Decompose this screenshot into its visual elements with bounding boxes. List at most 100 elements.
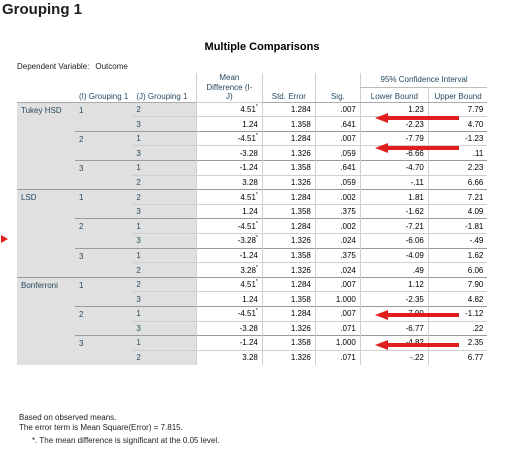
upper-bound-cell: -1.81 (427, 218, 488, 234)
significance-marker: * (255, 191, 258, 198)
sig-cell: .059 (314, 174, 361, 190)
left-arrow-icon (375, 310, 459, 320)
upper-bound-cell: .22 (427, 320, 488, 336)
sig-cell: .002 (314, 218, 361, 234)
upper-bound-cell: 7.90 (427, 276, 488, 292)
lower-bound-cell: -1.62 (359, 203, 429, 219)
footnote-significance: *. The mean difference is significant at… (32, 436, 220, 445)
group-j-label: 3 (132, 116, 197, 132)
footnote-observed-means: Based on observed means. (19, 413, 117, 422)
group-j-label: 2 (132, 174, 197, 190)
left-arrow-icon (375, 113, 459, 123)
sig-cell: .024 (314, 233, 361, 249)
sig-cell: .059 (314, 145, 361, 161)
significance-marker: * (255, 133, 258, 140)
table-row: 3 -3.28 1.326.071 -6.77.22 (17, 320, 488, 336)
std-error-cell: 1.326 (261, 320, 316, 336)
significance-marker: * (255, 279, 258, 286)
group-i-label: 1 (75, 101, 133, 132)
group-j-label: 1 (132, 247, 197, 263)
std-error-cell: 1.358 (261, 160, 316, 176)
group-i-label: 3 (75, 335, 133, 365)
upper-bound-cell: 4.70 (427, 116, 488, 132)
table-row: 3 1.24 1.358 1.000 -2.35 4.82 (17, 291, 488, 307)
page-heading: Grouping 1 (2, 1, 82, 18)
sig-cell: .002 (314, 189, 361, 205)
lower-bound-cell: -6.77 (359, 320, 429, 336)
std-error-cell: 1.326 (261, 349, 316, 365)
group-j-label: 2 (132, 349, 197, 365)
sig-cell: .007 (314, 101, 361, 117)
mean-difference-cell: 4.51* (195, 189, 263, 205)
table-row: 2 1 -4.51* 1.284.007 -7.79 -1.23 (17, 130, 488, 161)
sig-cell: 1.000 (314, 335, 361, 351)
dependent-variable-value: Outcome (95, 62, 128, 71)
group-j-label: 2 (132, 189, 197, 205)
sig-cell: .024 (314, 262, 361, 278)
col-group-j: (J) Grouping 1 (132, 87, 197, 103)
table-row: 2 3.28 1.326.059 -.11 6.66 (17, 174, 488, 190)
lower-bound-cell: -.11 (359, 174, 429, 190)
std-error-cell: 1.326 (261, 145, 316, 161)
sig-cell: .641 (314, 160, 361, 176)
table-row: 3 1.24 1.358.375 -1.62 4.09 (17, 203, 488, 219)
std-error-cell: 1.284 (261, 189, 316, 205)
mean-difference-cell: 3.28 (195, 349, 263, 365)
group-j-label: 2 (132, 101, 197, 117)
group-i-label: 2 (75, 130, 133, 161)
table-row: Bonferroni 1 2 4.51* 1.284.007 1.12 7.90 (17, 276, 488, 365)
lower-bound-cell: -.22 (359, 349, 429, 365)
multiple-comparisons-table: Mean Difference (I- J) 95% Confidence Inte… (17, 73, 488, 365)
mean-difference-cell: -4.51* (195, 130, 263, 146)
table-row: 2 3.28 1.326.071 -.22 6.77 (17, 349, 488, 365)
lower-bound-cell: -6.06 (359, 233, 429, 249)
lower-bound-cell: -4.70 (359, 160, 429, 176)
table-row: 21-4.51*1.284.007-7.90-1.12 (17, 305, 488, 336)
col-sig: Sig. (314, 87, 361, 103)
group-i-label: 2 (75, 305, 133, 336)
mean-difference-cell: -1.24 (195, 335, 263, 351)
significance-marker: * (255, 220, 258, 227)
group-j-label: 1 (132, 218, 197, 234)
mean-difference-cell: 1.24 (195, 116, 263, 132)
std-error-cell: 1.284 (261, 101, 316, 117)
mean-difference-cell: -1.24 (195, 247, 263, 263)
header-row-top: Mean Difference (I- J) 95% Confidence Inte… (17, 73, 488, 103)
col-confidence-interval: 95% Confidence Interval (359, 73, 488, 89)
significance-marker: * (255, 308, 258, 315)
group-i-label: 3 (75, 247, 133, 278)
col-upper-bound: Upper Bound (427, 87, 488, 103)
mean-difference-cell: 1.24 (195, 203, 263, 219)
left-arrow-icon (375, 143, 459, 153)
upper-bound-cell: -1.23 (427, 130, 488, 146)
right-triangle-icon (1, 235, 8, 243)
mean-difference-cell: 1.24 (195, 291, 263, 307)
mean-difference-cell: 3.28 (195, 174, 263, 190)
group-i-label: 3 (75, 160, 133, 190)
group-j-label: 3 (132, 291, 197, 307)
method-label: LSD (17, 189, 75, 278)
upper-bound-cell: 7.21 (427, 189, 488, 205)
mean-difference-cell: 3.28* (195, 262, 263, 278)
std-error-cell: 1.358 (261, 247, 316, 263)
upper-bound-cell: 4.82 (427, 291, 488, 307)
sig-cell: .007 (314, 130, 361, 146)
std-error-cell: 1.326 (261, 233, 316, 249)
col-mean-difference: Mean Difference (I- J) (195, 73, 263, 103)
sig-cell: .641 (314, 116, 361, 132)
lower-bound-cell: -7.21 (359, 218, 429, 234)
table-row: 3 -3.28* 1.326.024 -6.06 -.49 (17, 233, 488, 249)
group-j-label: 3 (132, 203, 197, 219)
table-title: Multiple Comparisons (204, 41, 320, 53)
table-row: 3 1 -1.24 1.358.641 -4.70 2.23 (17, 160, 488, 190)
group-i-label: 1 (75, 189, 133, 219)
upper-bound-cell: 6.06 (427, 262, 488, 278)
upper-bound-cell: 7.79 (427, 101, 488, 117)
mean-difference-cell: -3.28* (195, 233, 263, 249)
table-row: 2 1 -4.51* 1.284.002 -7.21 -1.81 (17, 218, 488, 249)
col-lower-bound: Lower Bound (359, 87, 429, 103)
sig-cell: .071 (314, 320, 361, 336)
sig-cell: .007 (314, 276, 361, 292)
significance-marker: * (255, 264, 258, 271)
sig-cell: .375 (314, 247, 361, 263)
